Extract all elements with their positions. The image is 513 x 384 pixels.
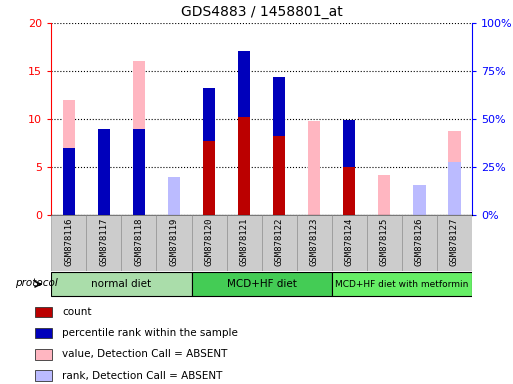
Text: value, Detection Call = ABSENT: value, Detection Call = ABSENT — [62, 349, 227, 359]
Bar — [262, 215, 297, 271]
Text: GSM878126: GSM878126 — [415, 218, 424, 266]
Title: GDS4883 / 1458801_at: GDS4883 / 1458801_at — [181, 5, 343, 19]
Bar — [98, 129, 110, 215]
Bar — [168, 177, 180, 215]
Text: GSM878125: GSM878125 — [380, 218, 389, 266]
Bar — [203, 141, 215, 215]
Bar — [238, 51, 250, 117]
Text: GSM878119: GSM878119 — [169, 218, 179, 266]
Bar — [203, 88, 215, 141]
Text: rank, Detection Call = ABSENT: rank, Detection Call = ABSENT — [62, 371, 222, 381]
Bar — [133, 129, 145, 215]
Text: GSM878124: GSM878124 — [345, 218, 354, 266]
Text: MCD+HF diet with metformin: MCD+HF diet with metformin — [335, 280, 468, 289]
Bar — [343, 167, 356, 215]
Bar — [156, 215, 191, 271]
Bar — [51, 272, 191, 296]
Bar — [35, 307, 52, 317]
Bar — [63, 148, 75, 215]
Text: GSM878127: GSM878127 — [450, 218, 459, 266]
Bar — [35, 328, 52, 338]
Bar — [448, 131, 461, 215]
Text: count: count — [62, 307, 91, 317]
Text: protocol: protocol — [15, 278, 58, 288]
Text: GSM878120: GSM878120 — [205, 218, 213, 266]
Bar — [122, 215, 156, 271]
Text: normal diet: normal diet — [91, 279, 151, 289]
Bar — [413, 189, 425, 215]
Bar — [332, 272, 472, 296]
Bar — [51, 215, 86, 271]
Bar — [191, 215, 227, 271]
Bar — [437, 215, 472, 271]
Bar — [413, 185, 425, 215]
Bar — [227, 215, 262, 271]
Text: GSM878116: GSM878116 — [64, 218, 73, 266]
Bar — [402, 215, 437, 271]
Text: GSM878117: GSM878117 — [100, 218, 108, 266]
Text: GSM878122: GSM878122 — [274, 218, 284, 266]
Bar — [273, 77, 285, 136]
Bar — [63, 100, 75, 215]
Text: GSM878123: GSM878123 — [310, 218, 319, 266]
Bar — [238, 117, 250, 215]
Bar — [35, 371, 52, 381]
Bar — [367, 215, 402, 271]
Text: GSM878121: GSM878121 — [240, 218, 249, 266]
Bar — [273, 136, 285, 215]
Bar — [343, 120, 356, 167]
Bar — [35, 349, 52, 359]
Text: GSM878118: GSM878118 — [134, 218, 144, 266]
Text: MCD+HF diet: MCD+HF diet — [227, 279, 297, 289]
Bar — [308, 121, 320, 215]
Bar — [448, 162, 461, 215]
Bar — [297, 215, 332, 271]
Text: percentile rank within the sample: percentile rank within the sample — [62, 328, 238, 338]
Bar — [86, 215, 122, 271]
Bar — [191, 272, 332, 296]
Bar — [378, 175, 390, 215]
Bar — [133, 61, 145, 215]
Bar — [332, 215, 367, 271]
